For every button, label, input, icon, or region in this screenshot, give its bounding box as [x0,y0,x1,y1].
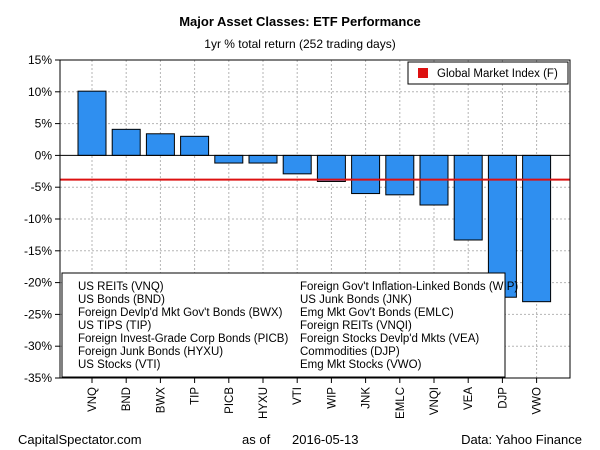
y-tick-label: -20% [24,276,52,290]
bar-vti [282,154,312,175]
footer-as-of-label: as of [242,432,271,447]
legend-entry: US Bonds (BND) [78,294,165,306]
x-tick-label: VEA [463,387,475,410]
y-tick-label: -25% [24,307,52,321]
legend-entry: US REITs (VNQ) [78,281,164,293]
legend-entry: Emg Mkt Stocks (VWO) [300,359,422,371]
chart-title: Major Asset Classes: ETF Performance [179,14,421,29]
y-tick-label: -5% [31,180,53,194]
bar-jnk [351,154,381,195]
legend-entry: Emg Mkt Gov't Bonds (EMLC) [300,307,454,319]
legend-entry: US Stocks (VTI) [78,359,161,371]
ticker-legend-box [61,272,506,378]
bar-vwo [522,154,552,303]
legend-entry: Foreign REITs (VNQI) [300,320,412,332]
legend-entry: Foreign Stocks Devlp'd Mkts (VEA) [300,333,479,345]
bar-tip [180,135,210,156]
y-tick-label: -15% [24,244,52,258]
bars [60,90,570,303]
reference-legend-box [407,61,569,85]
legend-entry: US Junk Bonds (JNK) [300,294,412,306]
bar-emlc [385,154,415,196]
y-tick-label: -10% [24,212,52,226]
x-tick-label: JNK [361,387,373,409]
bar-hyxu [248,154,278,164]
x-tick-label: VNQ [87,387,99,412]
y-tick-label: 5% [35,117,53,131]
legend-entry: Foreign Devlp'd Mkt Gov't Bonds (BWX) [78,307,283,319]
legend-entry: Foreign Gov't Inflation-Linked Bonds (WI… [300,281,518,293]
bar-wip [316,154,346,182]
bar-vea [453,154,483,241]
x-tick-label: VNQI [429,387,441,415]
y-tick-label: 0% [35,148,53,162]
x-tick-label: EMLC [395,387,407,419]
x-tick-label: BWX [155,387,167,414]
legend-entry: US TIPS (TIP) [78,320,151,332]
y-tick-label: -30% [24,339,52,353]
bar-bwx [145,133,175,156]
ticker-legend: US REITs (VNQ)US Bonds (BND)Foreign Devl… [61,272,518,378]
x-tick-label: HYXU [258,387,270,419]
footer-date: 2016-05-13 [292,432,359,447]
legend-entry: Commodities (DJP) [300,346,400,358]
bar-bnd [111,128,141,156]
legend-entry: Foreign Junk Bonds (HYXU) [78,346,223,358]
bar-picb [214,154,244,164]
y-tick-label: 15% [28,53,52,67]
y-tick-label: 10% [28,85,52,99]
x-axis: VNQ BND BWX TIP PICB HYXU VTI WIP JNK EMLC VNQI VEA… [87,378,544,419]
reference-legend-swatch [418,68,428,78]
footer-data-source: Data: Yahoo Finance [461,432,582,447]
footer-source: CapitalSpectator.com [18,432,142,447]
legend-entry: Foreign Invest-Grade Corp Bonds (PICB) [78,333,288,345]
bar-vnq [77,90,107,156]
reference-legend-label: Global Market Index (F) [437,68,558,80]
x-tick-label: PICB [224,387,236,414]
y-tick-label: -35% [24,371,52,385]
x-tick-label: WIP [326,387,338,409]
x-tick-label: DJP [497,387,509,409]
x-tick-label: BND [121,387,133,411]
x-tick-label: VWO [532,387,544,415]
x-tick-label: TIP [190,387,202,405]
chart-subtitle: 1yr % total return (252 trading days) [204,37,395,51]
y-axis: 15% 10% 5% 0% -5% -10% -15% -20% -25% -30% -35% [24,53,60,385]
reference-legend: Global Market Index (F) [407,61,569,85]
x-tick-label: VTI [292,387,304,405]
